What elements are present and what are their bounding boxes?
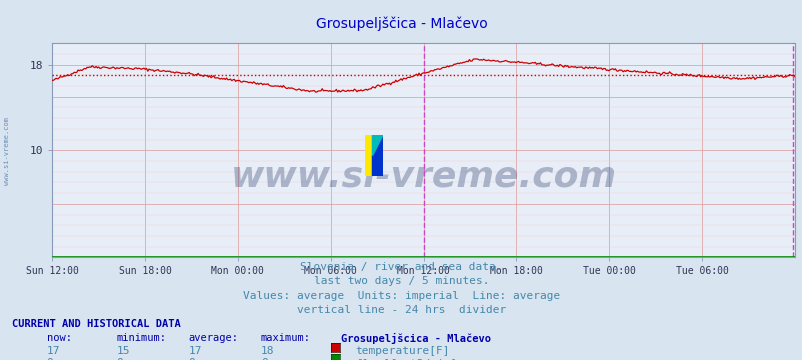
Text: average:: average: [188, 333, 238, 343]
Text: Values: average  Units: imperial  Line: average: Values: average Units: imperial Line: av… [242, 291, 560, 301]
Text: 17: 17 [47, 346, 60, 356]
Text: www.si-vreme.com: www.si-vreme.com [4, 117, 10, 185]
Text: www.si-vreme.com: www.si-vreme.com [230, 159, 616, 193]
Text: 17: 17 [188, 346, 202, 356]
Text: 0: 0 [261, 358, 267, 360]
Text: temperature[F]: temperature[F] [355, 346, 450, 356]
Text: 0: 0 [116, 358, 123, 360]
Polygon shape [372, 135, 383, 156]
Text: CURRENT AND HISTORICAL DATA: CURRENT AND HISTORICAL DATA [12, 319, 180, 329]
Text: maximum:: maximum: [261, 333, 310, 343]
Text: vertical line - 24 hrs  divider: vertical line - 24 hrs divider [297, 305, 505, 315]
Text: 15: 15 [116, 346, 130, 356]
Text: last two days / 5 minutes.: last two days / 5 minutes. [314, 276, 488, 287]
Text: now:: now: [47, 333, 71, 343]
Text: 0: 0 [188, 358, 195, 360]
Bar [374, 135, 383, 176]
Text: 0: 0 [47, 358, 53, 360]
Text: 18: 18 [261, 346, 274, 356]
Text: flow[foot3/min]: flow[foot3/min] [355, 358, 456, 360]
Text: Grosupeljšcica - Mlačevo: Grosupeljšcica - Mlačevo [341, 333, 491, 344]
Text: Slovenia / river and sea data.: Slovenia / river and sea data. [300, 262, 502, 272]
Bar [365, 135, 374, 176]
Text: Grosupeljščica - Mlačevo: Grosupeljščica - Mlačevo [315, 16, 487, 31]
Text: minimum:: minimum: [116, 333, 166, 343]
Polygon shape [372, 135, 383, 176]
